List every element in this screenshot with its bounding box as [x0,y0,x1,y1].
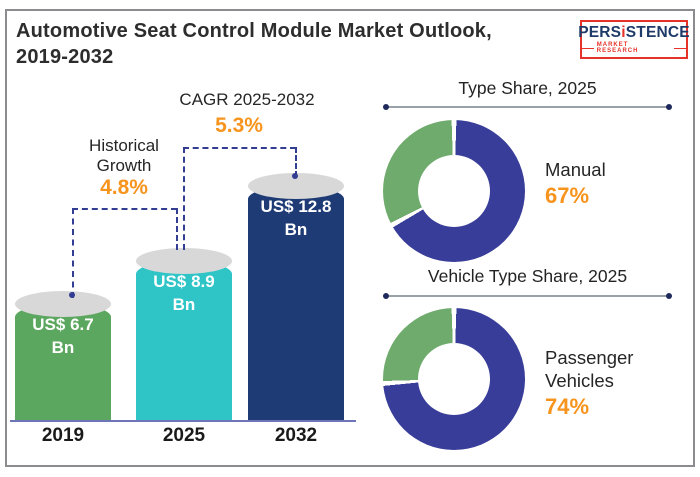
vehicle-type-share-divider [383,293,672,299]
bar-2025: US$ 8.9 Bn [136,248,232,421]
type-share-slice-label: Manual [545,159,606,180]
vehicle-type-share-donut [383,308,525,450]
divider-dot-right [666,293,672,299]
bar-2025-cylinder-top [136,248,232,274]
tagline-text: MARKET RESEARCH [596,42,639,55]
brand-prefix: PERS [578,23,622,41]
bar-2019-cylinder-top [15,291,111,317]
bar-2019: US$ 6.7 Bn [15,291,111,421]
bar-2032-value-line1: US$ 12.8 [260,197,332,216]
historical-growth-label: Historical Growth [89,136,159,175]
brand-letter-i: i [621,23,626,41]
bar-2019-value-line1: US$ 6.7 [32,315,94,334]
tagline-rule-left [582,47,594,49]
type-share-divider [383,104,672,110]
bar-2025-value-line1: US$ 8.9 [153,272,215,291]
type-share-caption: Manual 67% [545,158,677,209]
x-axis-label-2025: 2025 [162,425,206,446]
vehicle-type-share-slice-value: 74% [545,394,590,420]
divider-dot-right [666,104,672,110]
x-axis-label-2019: 2019 [41,425,85,446]
page-title-line1: Automotive Seat Control Module Market Ou… [16,20,492,42]
historical-bracket-endpoint-dot [69,292,75,298]
cagr-bracket-left [183,147,185,250]
bar-2032-body [248,186,344,421]
vehicle-type-share-donut-hole [418,343,490,415]
divider-dot-left [383,293,389,299]
type-share-title: Type Share, 2025 [458,78,597,98]
bar-2019-value-label: US$ 6.7 Bn [15,314,111,360]
cagr-label: CAGR 2025-2032 [179,90,315,109]
historical-bracket-top [72,208,177,210]
cagr-bracket-right [295,147,297,177]
cagr-bracket-top [183,147,296,149]
x-axis-label-2032: 2032 [274,425,318,446]
bar-2025-value-label: US$ 8.9 Bn [136,271,232,317]
bar-2032-value-label: US$ 12.8 Bn [248,196,344,242]
tagline-rule-right [674,47,687,49]
bar-2025-body [136,261,232,421]
page-title: Automotive Seat Control Module Market Ou… [16,18,576,70]
historical-bracket-right [176,208,178,250]
bar-2032: US$ 12.8 Bn [248,173,344,421]
vehicle-type-share-caption: Passenger Vehicles 74% [545,346,677,420]
divider-dot-left [383,104,389,110]
bar-2032-value-line2: Bn [284,219,308,239]
page-title-line2: 2019-2032 [16,46,114,68]
historical-growth-value: 4.8% [100,176,148,199]
type-share-donut-hole [418,155,490,227]
bar-2019-body [15,304,111,421]
vehicle-type-share-slice-label: Passenger Vehicles [545,347,634,392]
x-axis-line [10,420,356,422]
brand-logo-wordmark: PERSiSTENCE [578,25,690,41]
border-frame [5,9,695,467]
brand-logo: PERSiSTENCE MARKET RESEARCH [578,20,690,59]
historical-bracket-left [72,208,74,298]
brand-logo-tagline: MARKET RESEARCH [582,42,687,55]
brand-suffix: STENCE [625,23,690,41]
cagr-value: 5.3% [215,114,263,137]
vehicle-type-share-title: Vehicle Type Share, 2025 [427,266,628,286]
bar-2019-value-line2: Bn [51,337,75,357]
cagr-bracket-endpoint-dot [292,173,298,179]
type-share-donut [383,120,525,262]
type-share-slice-value: 67% [545,183,590,209]
bar-2025-value-line2: Bn [172,294,196,314]
